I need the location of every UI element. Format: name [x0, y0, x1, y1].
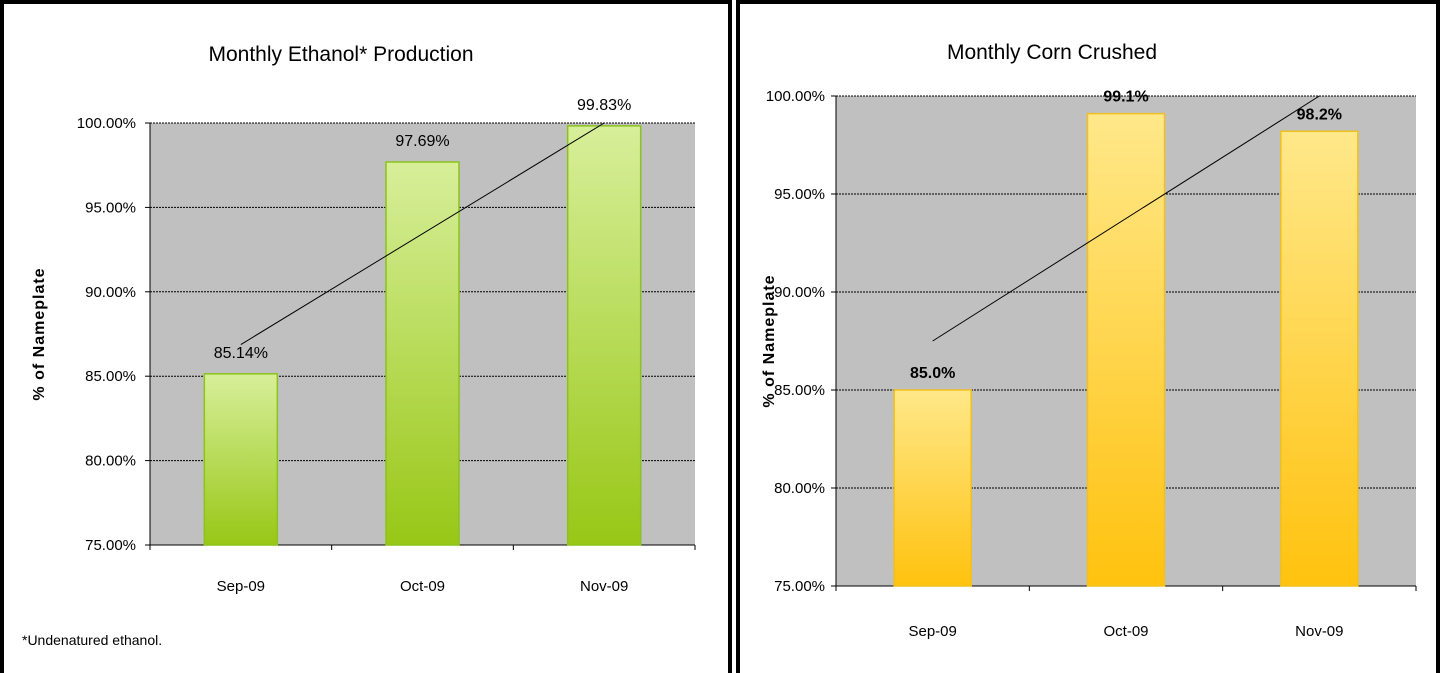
bar-sep-09 [893, 389, 972, 587]
bar-oct-09 [1086, 112, 1166, 587]
corn-crushed-chart: Monthly Corn Crushed 75.00% 80.00% 85.00% 90… [761, 41, 1417, 640]
bar-sep-09 [203, 373, 279, 546]
y-axis-label: % of Nameplate [31, 267, 48, 400]
corn-chart-panel: Monthly Corn Crushed 75.00% 80.00% 85.00% 90… [736, 0, 1440, 673]
y-tick-label: 95.00% [774, 186, 825, 203]
data-label: 99.1% [1103, 89, 1148, 106]
y-tick-label: 80.00% [774, 480, 825, 497]
y-tick-label: 75.00% [774, 578, 825, 595]
y-tick-label: 95.00% [85, 199, 136, 216]
x-tick-label: Oct-09 [1103, 623, 1148, 640]
x-tick-label: Sep-09 [217, 578, 265, 595]
data-label: 85.0% [910, 365, 955, 382]
y-tick-label: 85.00% [85, 368, 136, 385]
bar-oct-09 [385, 161, 460, 546]
x-tick-label: Nov-09 [580, 578, 628, 595]
y-tick-label: 90.00% [85, 284, 136, 301]
trendline [240, 122, 605, 345]
y-tick-label: 100.00% [77, 115, 136, 132]
x-tick-label: Sep-09 [908, 623, 956, 640]
y-axis-label: % of Nameplate [761, 274, 778, 407]
trendline [932, 95, 1320, 342]
x-tick-label: Oct-09 [400, 578, 445, 595]
bar-nov-09 [566, 125, 642, 546]
x-tick-label: Nov-09 [1295, 623, 1343, 640]
y-tick-label: 80.00% [85, 453, 136, 470]
chart-title: Monthly Ethanol* Production [209, 43, 474, 66]
data-label: 85.14% [214, 345, 268, 362]
y-tick-label: 85.00% [774, 382, 825, 399]
data-label: 98.2% [1297, 106, 1342, 123]
y-tick-label: 100.00% [766, 88, 825, 105]
ethanol-chart-panel: Monthly Ethanol* Production 75.00% 80.00% 8… [0, 0, 732, 673]
y-tick-label: 75.00% [85, 537, 136, 554]
bar-nov-09 [1280, 130, 1359, 587]
ethanol-production-chart: Monthly Ethanol* Production 75.00% 80.00% 8… [31, 43, 696, 595]
footnote: *Undenatured ethanol. [22, 632, 163, 648]
chart-title: Monthly Corn Crushed [947, 41, 1157, 64]
data-label: 99.83% [577, 97, 631, 114]
y-tick-label: 90.00% [774, 284, 825, 301]
data-label: 97.69% [395, 133, 449, 150]
